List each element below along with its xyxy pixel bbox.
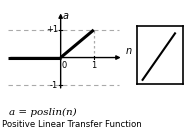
Text: +1: +1 — [46, 25, 58, 34]
Text: 0: 0 — [62, 61, 67, 70]
Text: 1: 1 — [91, 61, 96, 70]
Text: a = poslin(n): a = poslin(n) — [9, 108, 76, 117]
Text: n: n — [125, 46, 131, 56]
Text: -1: -1 — [50, 81, 58, 90]
Text: Positive Linear Transfer Function: Positive Linear Transfer Function — [2, 120, 141, 129]
Text: a: a — [63, 11, 69, 21]
